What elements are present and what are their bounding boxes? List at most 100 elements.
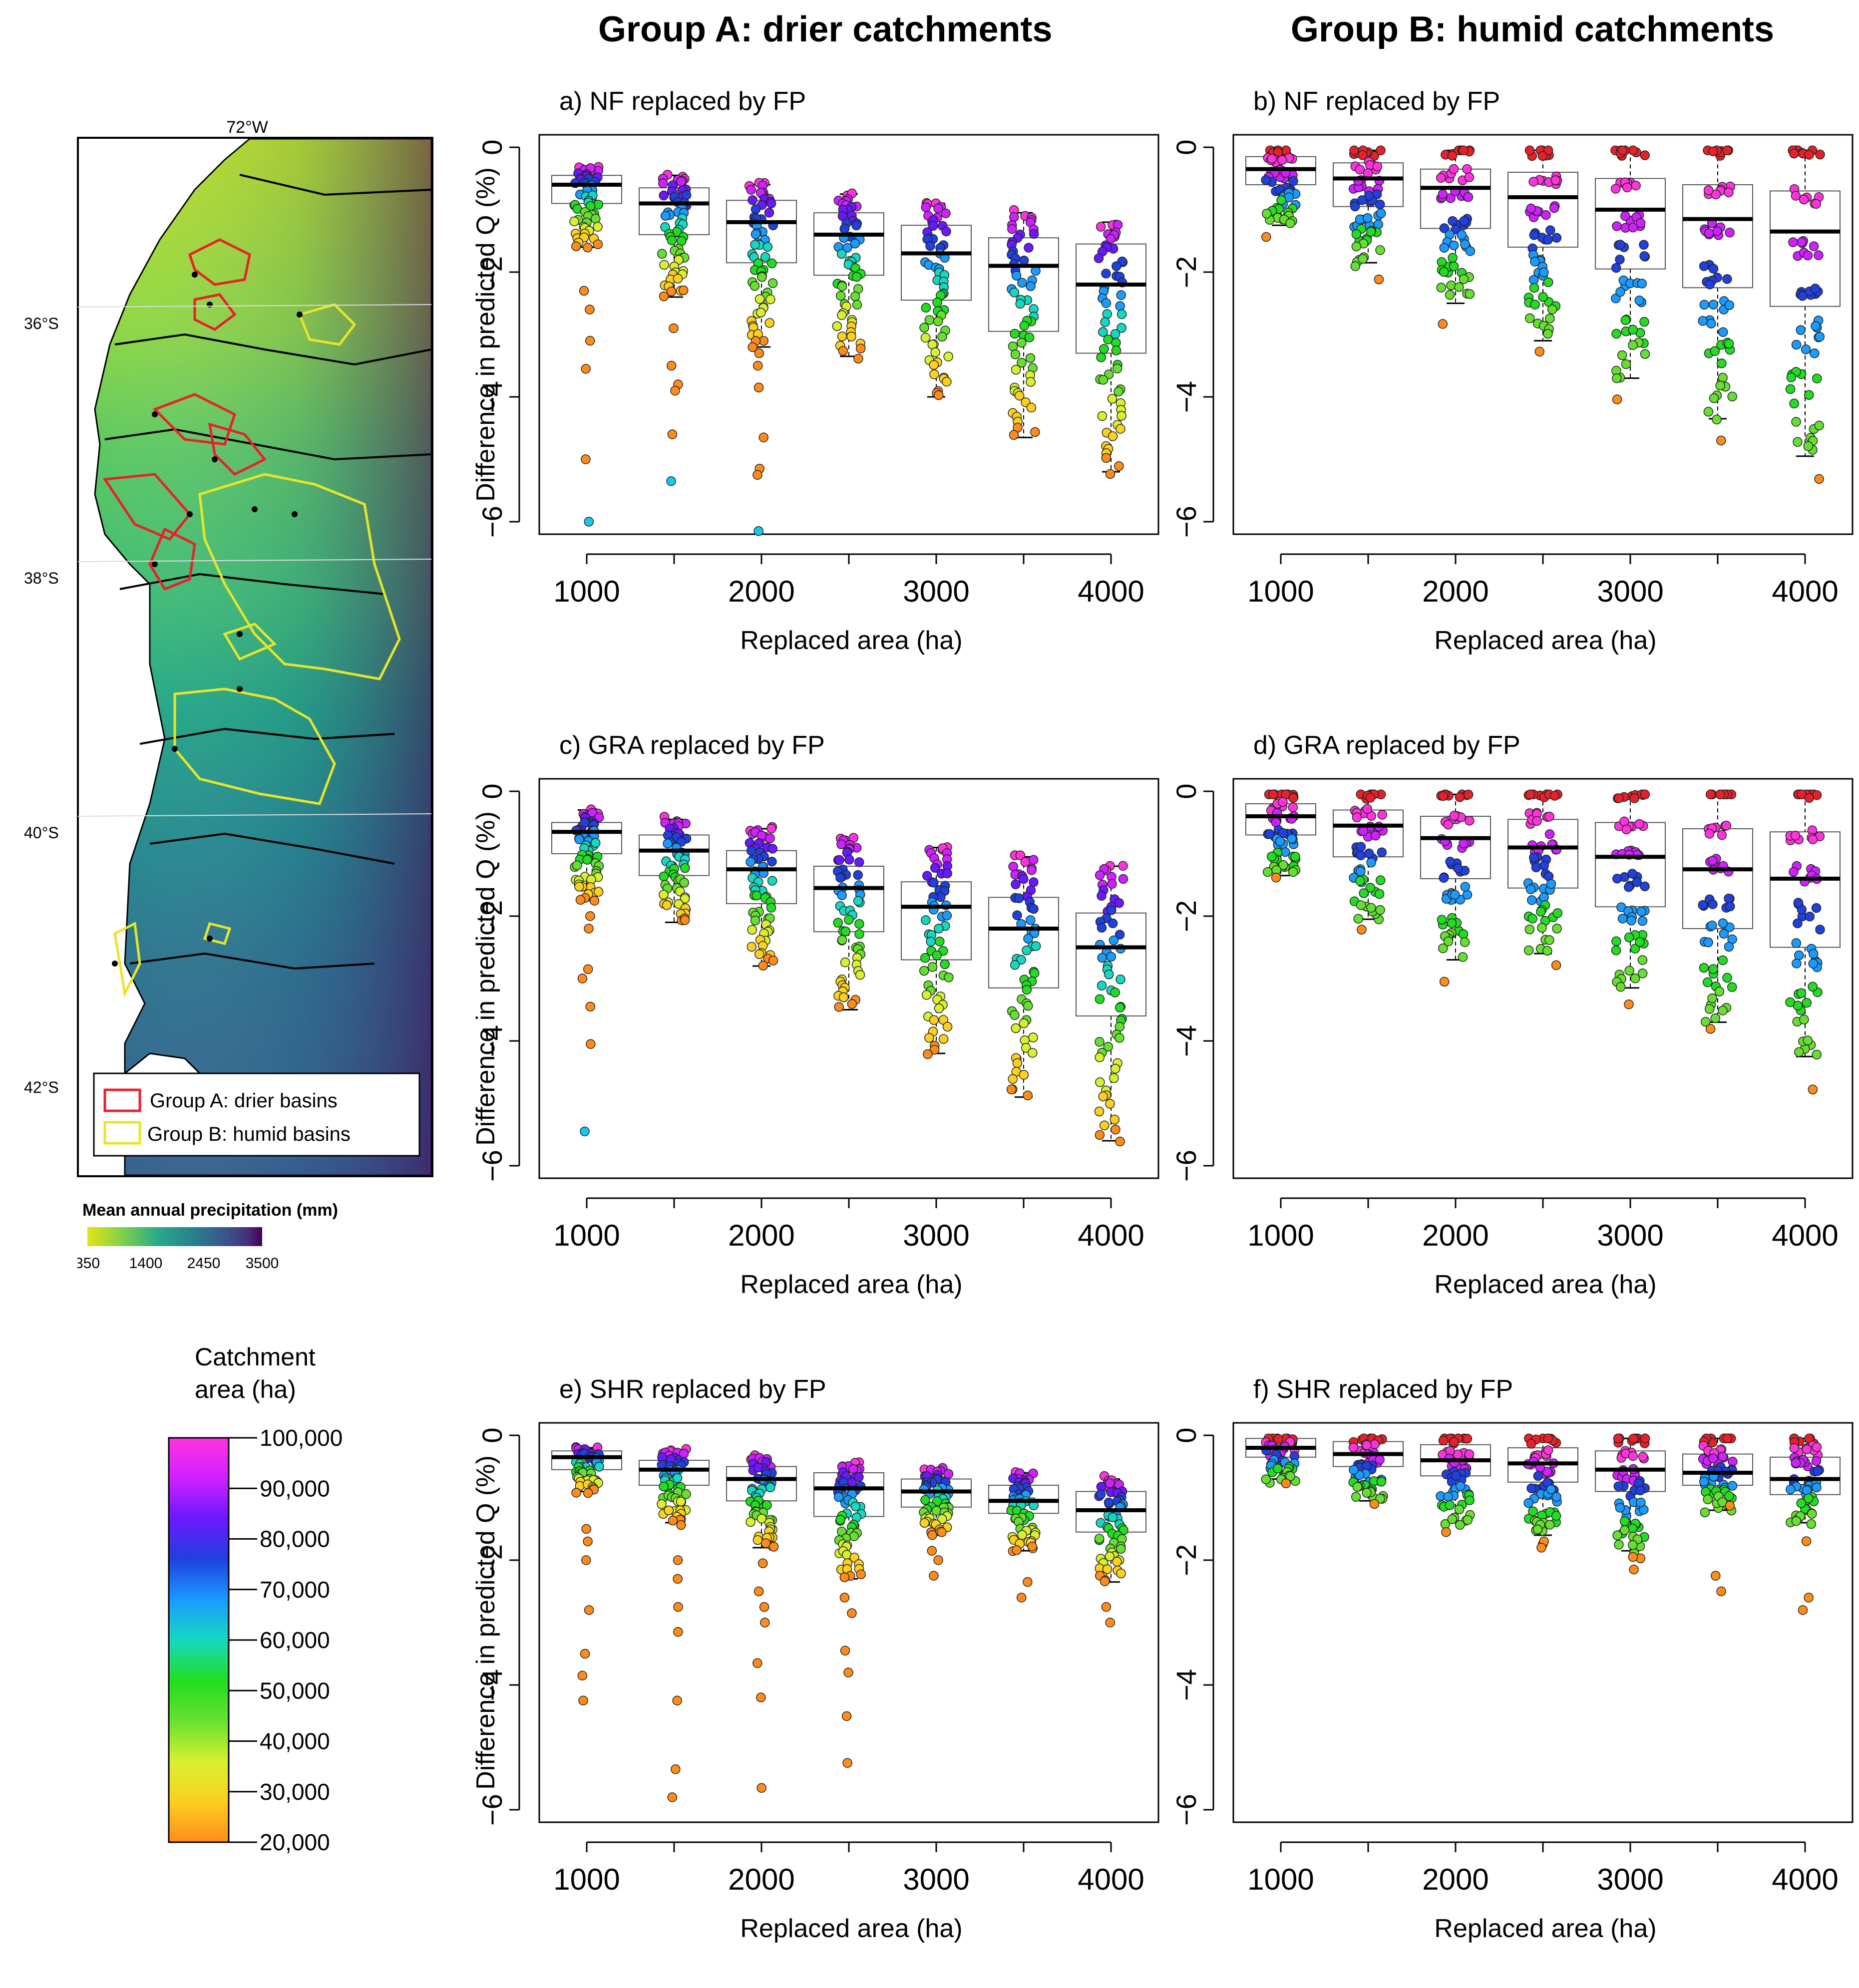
data-point <box>1635 1485 1645 1496</box>
data-point <box>852 300 862 310</box>
data-point <box>1014 390 1025 401</box>
data-point <box>1785 384 1796 394</box>
data-point <box>932 950 942 961</box>
data-point <box>1628 222 1638 233</box>
data-point <box>1544 829 1555 839</box>
data-point <box>1012 1058 1023 1068</box>
box-points <box>1094 220 1128 479</box>
data-point <box>835 291 846 301</box>
panel-title: c) GRA replaced by FP <box>559 731 825 760</box>
data-point <box>1814 474 1824 484</box>
data-point <box>926 937 936 947</box>
y-tick-label: 0 <box>1170 1427 1202 1443</box>
data-point <box>1712 226 1722 236</box>
area-legend-title-1: Catchment <box>195 1343 316 1371</box>
x-tick-label: 3000 <box>1597 1219 1663 1252</box>
data-point <box>856 1569 866 1580</box>
data-point <box>1264 829 1275 839</box>
data-point <box>1464 1449 1475 1459</box>
data-point <box>1630 973 1640 984</box>
data-point <box>1709 393 1719 403</box>
data-point <box>676 1520 686 1530</box>
data-point <box>1543 277 1553 288</box>
data-point <box>1376 208 1386 219</box>
outlier-point <box>584 1605 594 1615</box>
data-point <box>1722 1433 1733 1443</box>
data-point <box>1105 1551 1115 1562</box>
data-point <box>1544 935 1554 945</box>
data-point <box>1707 920 1717 931</box>
outlier-point <box>759 1602 769 1612</box>
data-point <box>1791 339 1802 350</box>
data-point <box>1108 918 1118 929</box>
data-point <box>1551 1511 1561 1521</box>
data-point <box>1029 229 1039 239</box>
data-point <box>1628 1451 1638 1461</box>
data-point <box>590 838 601 848</box>
data-point <box>768 956 778 966</box>
data-point <box>1115 1002 1125 1013</box>
data-point <box>767 857 777 867</box>
x-tick-label: 1000 <box>1247 1219 1314 1252</box>
data-point <box>1637 279 1647 289</box>
data-point <box>853 870 863 880</box>
data-point <box>1632 877 1642 887</box>
data-point <box>1620 211 1630 221</box>
data-point <box>1628 325 1638 335</box>
data-point <box>1365 793 1376 803</box>
x-tick-label: 1000 <box>1247 575 1314 608</box>
data-point <box>836 249 847 259</box>
data-point <box>1708 964 1718 974</box>
data-point <box>928 221 938 231</box>
data-point <box>1439 223 1450 233</box>
data-point <box>1463 1515 1473 1525</box>
data-point <box>1552 924 1562 934</box>
data-point <box>1100 1120 1110 1131</box>
box-points <box>1785 789 1825 1095</box>
data-point <box>1703 977 1713 988</box>
box-points <box>1698 145 1737 446</box>
data-point <box>854 1472 864 1482</box>
y-tick-label: 0 <box>1170 139 1202 155</box>
x-tick-label: 3000 <box>903 575 969 608</box>
x-tick-label: 4000 <box>1772 575 1838 608</box>
y-tick-label: −6 <box>1170 506 1202 538</box>
outlier-point <box>666 360 677 371</box>
data-point <box>1011 879 1021 890</box>
outlier-point <box>577 974 588 984</box>
outlier-point <box>756 1783 766 1793</box>
data-point <box>1460 239 1470 250</box>
data-point <box>1708 899 1718 910</box>
data-point <box>1459 145 1469 155</box>
panel-title: f) SHR replaced by FP <box>1253 1375 1513 1404</box>
outlier-point <box>673 1555 683 1565</box>
data-point <box>668 1515 678 1526</box>
outlier-point <box>757 1558 768 1568</box>
y-tick-label: −6 <box>1170 1150 1202 1182</box>
data-point <box>1460 882 1471 892</box>
data-point <box>1021 1043 1031 1053</box>
data-point <box>1621 359 1631 369</box>
data-point <box>1275 836 1285 847</box>
box-body <box>1595 822 1666 908</box>
data-point <box>1271 873 1281 883</box>
panel-title: a) NF replaced by FP <box>559 87 806 116</box>
data-point <box>1447 151 1458 161</box>
data-point <box>930 347 941 357</box>
data-point <box>840 926 851 937</box>
data-point <box>1015 299 1025 309</box>
data-point <box>1109 1073 1119 1083</box>
data-point <box>1523 1498 1533 1508</box>
data-point <box>1810 348 1820 358</box>
data-point <box>1027 1542 1038 1552</box>
data-point <box>1786 1484 1796 1495</box>
data-point <box>1630 944 1640 954</box>
data-point <box>580 817 590 828</box>
x-tick-label: 4000 <box>1078 575 1144 608</box>
data-point <box>1544 1520 1555 1530</box>
catchment-area-legend: Catchment area (ha) 100,000 90,000 80,000 7… <box>168 1343 343 1855</box>
data-point <box>844 915 854 925</box>
data-point <box>1439 977 1450 987</box>
data-point <box>1362 804 1373 814</box>
data-point <box>1377 810 1387 820</box>
